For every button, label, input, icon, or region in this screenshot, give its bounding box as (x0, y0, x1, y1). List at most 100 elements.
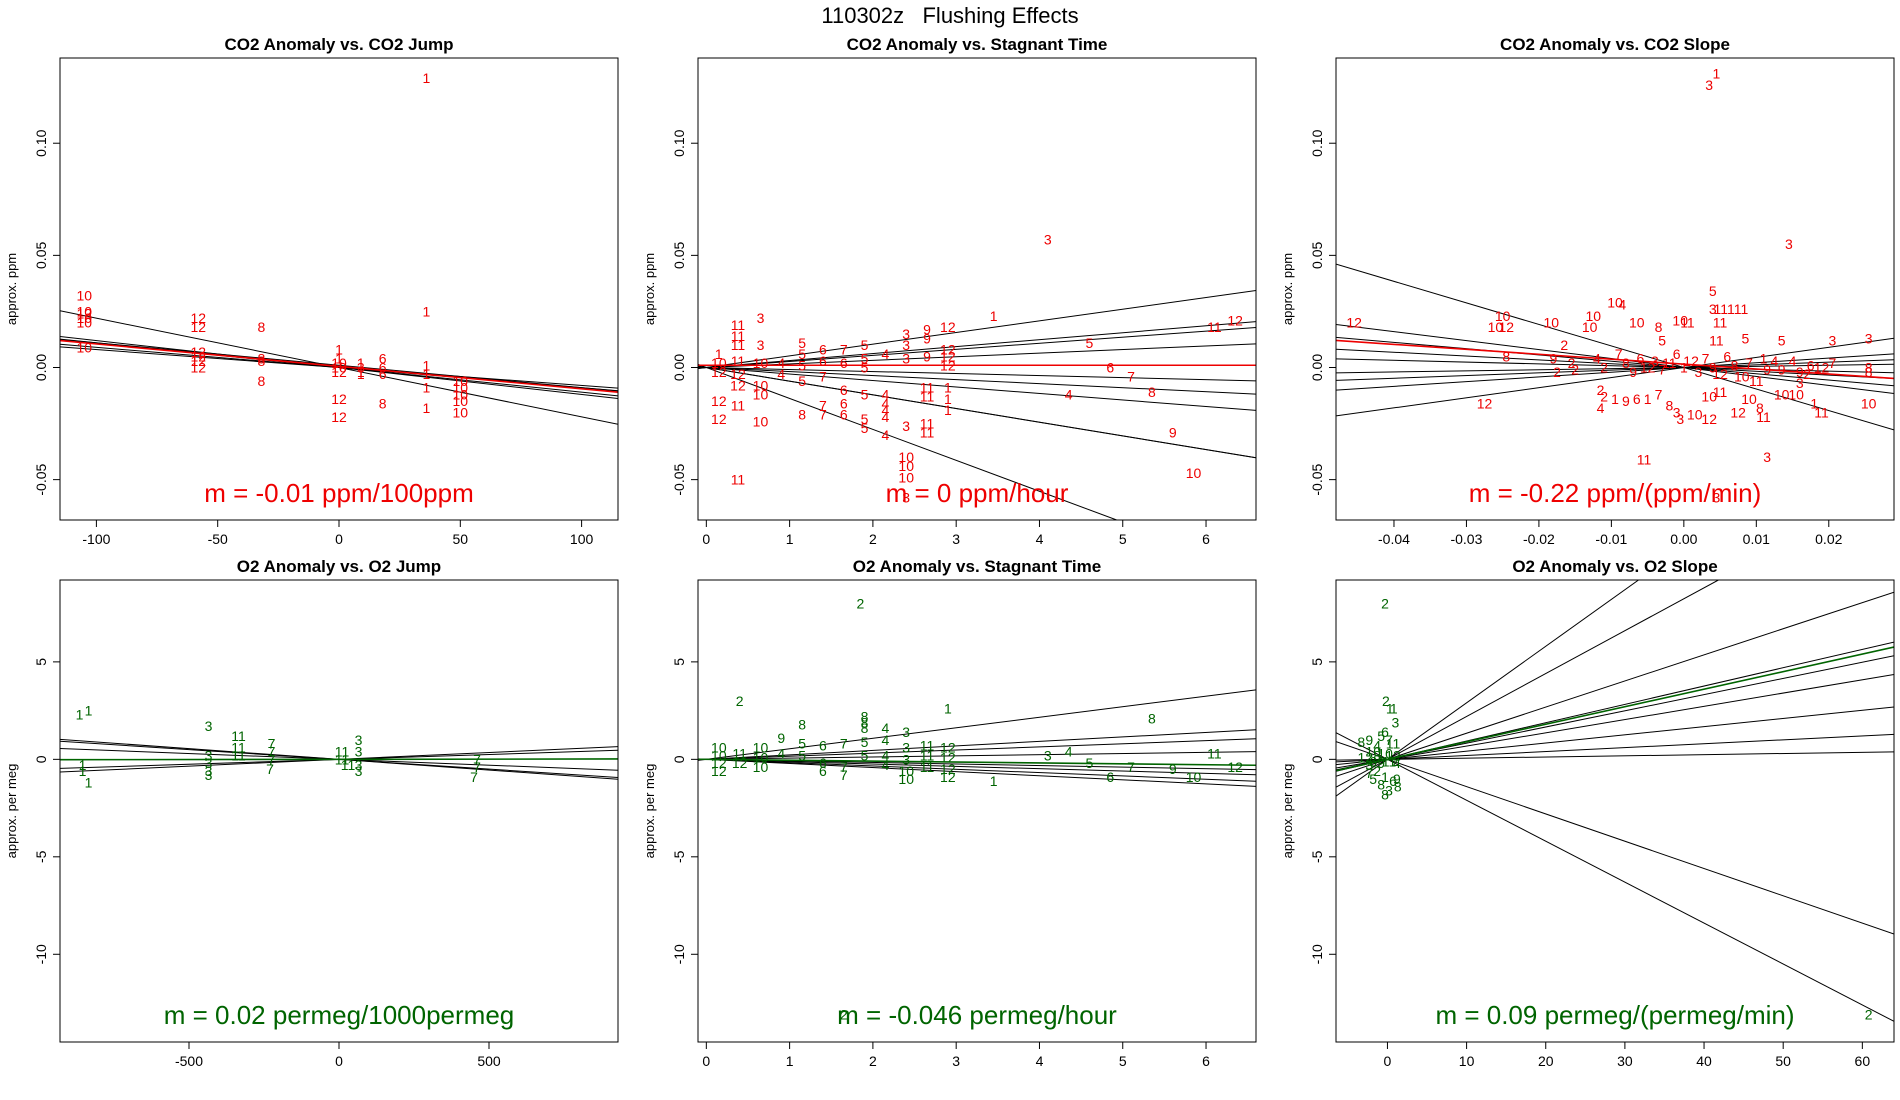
data-point: 10 (753, 749, 769, 765)
y-tick-label: -10 (33, 944, 49, 964)
data-point: 1 (1760, 351, 1768, 367)
data-point: 12 (940, 319, 956, 335)
data-point: 11 (1680, 315, 1695, 331)
data-point: 7 (840, 759, 848, 775)
data-point: 12 (730, 377, 746, 393)
fit-line (698, 343, 1256, 369)
data-point: 2 (736, 693, 744, 709)
data-point: 5 (861, 337, 869, 353)
y-tick-label: -10 (671, 944, 687, 964)
data-point: 10 (1788, 386, 1804, 402)
fit-line (60, 338, 618, 392)
data-point: 7 (1615, 346, 1623, 362)
data-point: 11 (920, 747, 935, 763)
data-point: 2 (1597, 382, 1605, 398)
data-point: 10 (453, 380, 469, 396)
fit-line (1336, 674, 1894, 769)
data-point: 2 (1568, 355, 1576, 371)
data-point: 4 (1618, 297, 1626, 313)
data-point: 12 (1346, 315, 1362, 331)
overall-fit-line (1336, 339, 1894, 380)
x-tick-label: 10 (1459, 1053, 1475, 1069)
y-tick-label: 5 (671, 658, 687, 666)
data-point: 4 (1065, 744, 1073, 760)
data-point: 10 (898, 449, 914, 465)
data-point: 5 (861, 420, 869, 436)
data-point: 5 (1778, 333, 1786, 349)
data-point: 3 (1391, 714, 1399, 730)
data-point: 1 (1810, 395, 1818, 411)
data-point: 1 (1390, 701, 1398, 717)
data-point: 2 (840, 1007, 848, 1023)
data-point: 10 (753, 413, 769, 429)
data-point: 5 (1377, 728, 1385, 744)
y-tick-label: 0.00 (33, 354, 49, 381)
chart-svg: O2 Anomaly vs. O2 Slope approx. per meg 2 2… (1280, 557, 1895, 1069)
data-point: 1 (944, 380, 952, 396)
data-point: 9 (1377, 755, 1385, 771)
data-point: 10 (898, 763, 914, 779)
data-point: 8 (798, 407, 806, 423)
data-point: 1 (1713, 66, 1721, 82)
y-tick-label: -5 (671, 850, 687, 863)
x-tick-label: 5 (1119, 1053, 1127, 1069)
data-point: 11 (1756, 409, 1771, 425)
fit-line (1336, 741, 1894, 935)
data-point: 1 (944, 391, 952, 407)
y-tick-label: 5 (33, 658, 49, 666)
data-point: 10 (1488, 319, 1504, 335)
data-point: 1 (422, 303, 430, 319)
data-point: 12 (331, 409, 347, 425)
data-point: 5 (861, 386, 869, 402)
data-point: 9 (777, 730, 785, 746)
y-tick-label: -5 (1309, 850, 1325, 863)
data-point: 6 (819, 738, 827, 754)
x-tick-label: 50 (453, 531, 469, 547)
data-point: 9 (1622, 393, 1630, 409)
data-point: 3 (357, 359, 365, 375)
data-point: 11111 (1714, 301, 1749, 317)
panel-co2-stagnant-time: CO2 Anomaly vs. Stagnant Time approx. ppm… (638, 30, 1268, 570)
data-point: 1 (1644, 391, 1652, 407)
data-point: 8 (257, 351, 265, 367)
fit-line (698, 758, 1256, 776)
data-point: 8 (861, 720, 869, 736)
data-point: 12 (940, 342, 956, 358)
data-point: 1 (715, 346, 723, 362)
data-point: 11 (732, 745, 747, 761)
data-point: 8 (1865, 364, 1873, 380)
data-point: 2 (1381, 595, 1389, 611)
data-point: 12 (1814, 359, 1830, 375)
data-point: 4 (881, 395, 889, 411)
data-point: 3 (1829, 333, 1837, 349)
data-point: 6 (819, 755, 827, 771)
data-point: 11 (1637, 451, 1652, 467)
data-point: 10 (898, 771, 914, 787)
fit-line (698, 751, 1256, 760)
data-point: 11 (1709, 333, 1724, 349)
data-point: 10 (711, 355, 727, 371)
x-tick-label: 6 (1202, 531, 1210, 547)
data-point: 5 (1086, 755, 1094, 771)
data-point: 9 (923, 321, 931, 337)
panel-o2-slope: O2 Anomaly vs. O2 Slope approx. per meg 2 2… (1276, 552, 1900, 1092)
data-point: 4 (1593, 351, 1601, 367)
data-point: 2 (1865, 1007, 1873, 1023)
data-point: 4 (1597, 400, 1605, 416)
data-point: 11 (731, 353, 746, 369)
data-point: 10 (331, 355, 347, 371)
overall-fit-line (1336, 646, 1894, 772)
data-point: 10 (1365, 744, 1381, 760)
data-point: 2 (1571, 362, 1579, 378)
data-point: 3 (902, 751, 910, 767)
data-point: 12 (940, 740, 956, 756)
data-point: 12 (1712, 366, 1728, 382)
data-point: 10 (753, 759, 769, 775)
data-point: 4 (1373, 738, 1381, 754)
data-point: 10 (1741, 391, 1757, 407)
data-point: 8 (1756, 400, 1764, 416)
